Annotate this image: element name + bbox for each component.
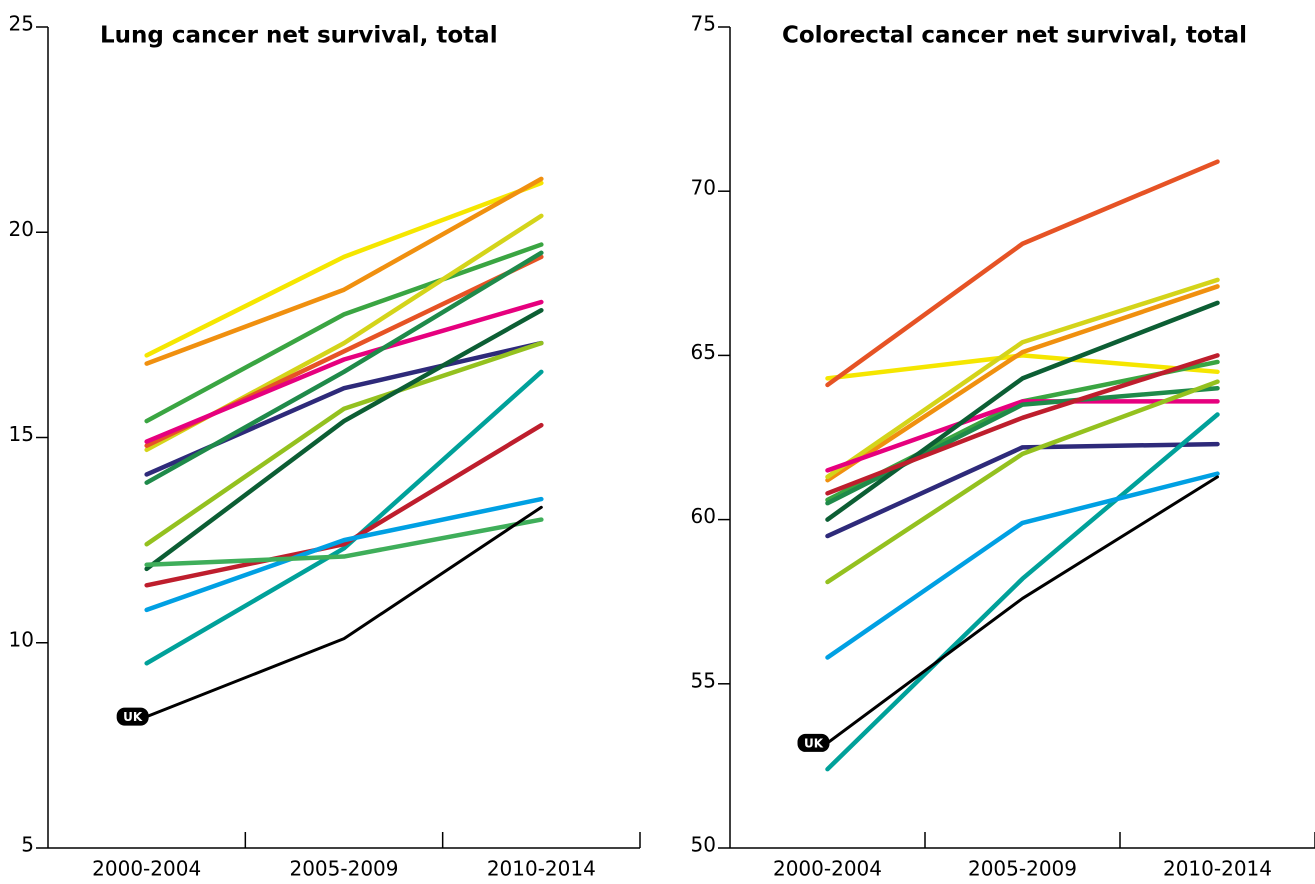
- x-tick-label: 2005-2009: [289, 857, 398, 881]
- series-line: [144, 299, 544, 444]
- series-line: [144, 496, 544, 613]
- y-tick-label: 70: [691, 176, 716, 200]
- series-line: [144, 242, 544, 424]
- series-label-badge: [797, 733, 830, 752]
- y-tick-label: 20: [9, 217, 34, 241]
- x-tick-label: 2000-2004: [92, 857, 201, 881]
- x-tick-label: 2010-2014: [487, 857, 596, 881]
- series-line: [144, 180, 544, 358]
- x-tick-label: 2000-2004: [773, 857, 882, 881]
- y-tick-label: 75: [691, 12, 716, 36]
- y-tick-label: 25: [9, 12, 34, 36]
- x-tick-label: 2010-2014: [1163, 857, 1272, 881]
- series-line: [144, 369, 544, 666]
- series-line: [825, 441, 1220, 539]
- series-line: [825, 159, 1220, 388]
- y-tick-label: 55: [691, 668, 716, 692]
- chart-title: Lung cancer net survival, total: [100, 23, 498, 49]
- series-line: [825, 353, 1220, 381]
- series-label: UK: [123, 710, 143, 724]
- series-label: UK: [804, 736, 824, 750]
- series-line: [145, 505, 543, 719]
- y-tick-label: 60: [691, 504, 716, 528]
- series-line: [144, 307, 544, 572]
- series-label-badge: [116, 707, 149, 726]
- series-line: [825, 399, 1220, 473]
- y-tick-label: 5: [21, 833, 34, 857]
- series-line: [825, 471, 1220, 660]
- series-line: [826, 475, 1219, 745]
- series-line: [825, 353, 1220, 496]
- series-line: [144, 340, 544, 547]
- series-line: [825, 284, 1220, 483]
- y-tick-label: 65: [691, 340, 716, 364]
- y-tick-label: 15: [9, 422, 34, 446]
- y-tick-label: 10: [9, 627, 34, 651]
- series-line: [825, 412, 1220, 772]
- series-line: [144, 176, 544, 366]
- series-line: [825, 277, 1220, 480]
- y-tick-label: 50: [691, 833, 716, 857]
- series-line: [144, 250, 544, 485]
- chart-title: Colorectal cancer net survival, total: [782, 23, 1247, 49]
- series-line: [144, 517, 544, 568]
- series-line: [144, 422, 544, 588]
- x-tick-label: 2005-2009: [968, 857, 1077, 881]
- series-line: [825, 379, 1220, 585]
- series-line: [825, 300, 1220, 522]
